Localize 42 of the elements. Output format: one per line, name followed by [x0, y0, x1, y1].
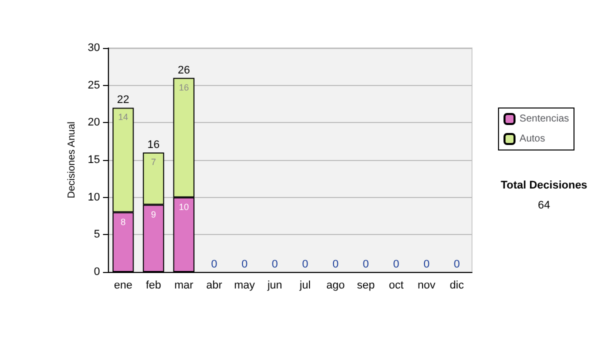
x-tick-label: oct	[388, 280, 404, 292]
legend-label: Sentencias	[520, 114, 570, 124]
y-tick-label: 10	[88, 191, 100, 204]
total-label: 0	[241, 258, 248, 270]
y-tick-label: 30	[88, 42, 100, 54]
legend-label: Autos	[520, 134, 546, 144]
x-tick-label: abr	[206, 280, 222, 292]
text: Total Decisiones	[500, 180, 588, 192]
x-tick-label: nov	[418, 280, 436, 292]
x-tick-label: jun	[266, 280, 282, 292]
data-label: 9	[150, 209, 156, 220]
total-label: 0	[211, 258, 218, 270]
x-tick-label: mar	[174, 280, 194, 292]
data-label: 14	[118, 112, 128, 122]
x-tick-label: ago	[326, 280, 345, 292]
total-label: 22	[117, 94, 130, 106]
y-tick-label: 5	[94, 228, 100, 241]
x-tick-label: sep	[356, 280, 375, 292]
x-tick-label: feb	[146, 280, 162, 292]
total-label: 26	[178, 64, 190, 76]
total-label: 0	[423, 258, 430, 270]
total-label: 0	[393, 258, 400, 270]
data-label: 7	[150, 157, 156, 168]
y-tick-label: 15	[88, 154, 100, 166]
y-axis-title: Decisiones Anual	[66, 122, 78, 198]
text: 64	[538, 200, 550, 212]
data-label: 16	[178, 82, 189, 92]
total-label: 16	[147, 139, 160, 152]
x-tick-label: may	[234, 280, 256, 292]
y-tick-label: 25	[88, 79, 100, 92]
y-tick-label: 20	[88, 116, 100, 129]
total-label: 0	[332, 258, 339, 270]
total-label: 0	[362, 258, 369, 270]
data-label: 8	[120, 216, 126, 227]
x-tick-label: dic	[450, 280, 464, 292]
total-label: 0	[454, 258, 460, 270]
total-label: 0	[302, 258, 308, 270]
total-label: 0	[272, 258, 278, 270]
data-label: 10	[178, 202, 189, 212]
y-tick-label: 0	[94, 266, 100, 278]
x-tick-label: ene	[114, 280, 132, 292]
x-tick-label: jul	[298, 280, 311, 292]
